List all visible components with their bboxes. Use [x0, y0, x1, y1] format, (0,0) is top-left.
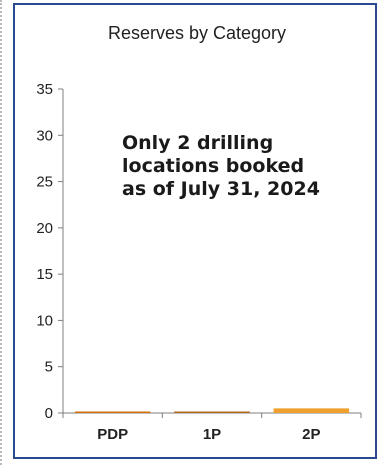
y-tick-label: 30	[36, 127, 53, 144]
bar-1p	[174, 411, 250, 413]
y-axis: 0 5 10 15 20 25 30 35	[36, 81, 64, 422]
y-tick-label: 0	[45, 405, 53, 422]
y-tick-label: 5	[45, 359, 53, 376]
y-tick-label: 25	[36, 174, 53, 191]
chart-panel: Reserves by Category 0 5 10 15 20 25 30 35 PDP 1…	[13, 3, 377, 459]
x-tick-label: PDP	[97, 426, 128, 443]
y-tick-label: 15	[36, 266, 53, 283]
bar-2p	[273, 408, 350, 413]
x-axis: PDP 1P 2P	[62, 412, 362, 443]
page-divider	[0, 0, 2, 465]
x-tick-label: 1P	[203, 426, 221, 443]
reserves-annotation: Only 2 drilling locations booked as of J…	[122, 132, 320, 200]
bars	[74, 408, 350, 413]
y-tick-label: 10	[36, 312, 53, 329]
y-tick-label: 35	[36, 81, 53, 98]
bar-chart: 0 5 10 15 20 25 30 35 PDP 1P 2P	[36, 81, 362, 443]
chart-title: Reserves by Category	[107, 23, 287, 43]
bar-pdp	[74, 411, 151, 413]
x-tick-label: 2P	[302, 426, 320, 443]
y-tick-label: 20	[36, 220, 53, 237]
